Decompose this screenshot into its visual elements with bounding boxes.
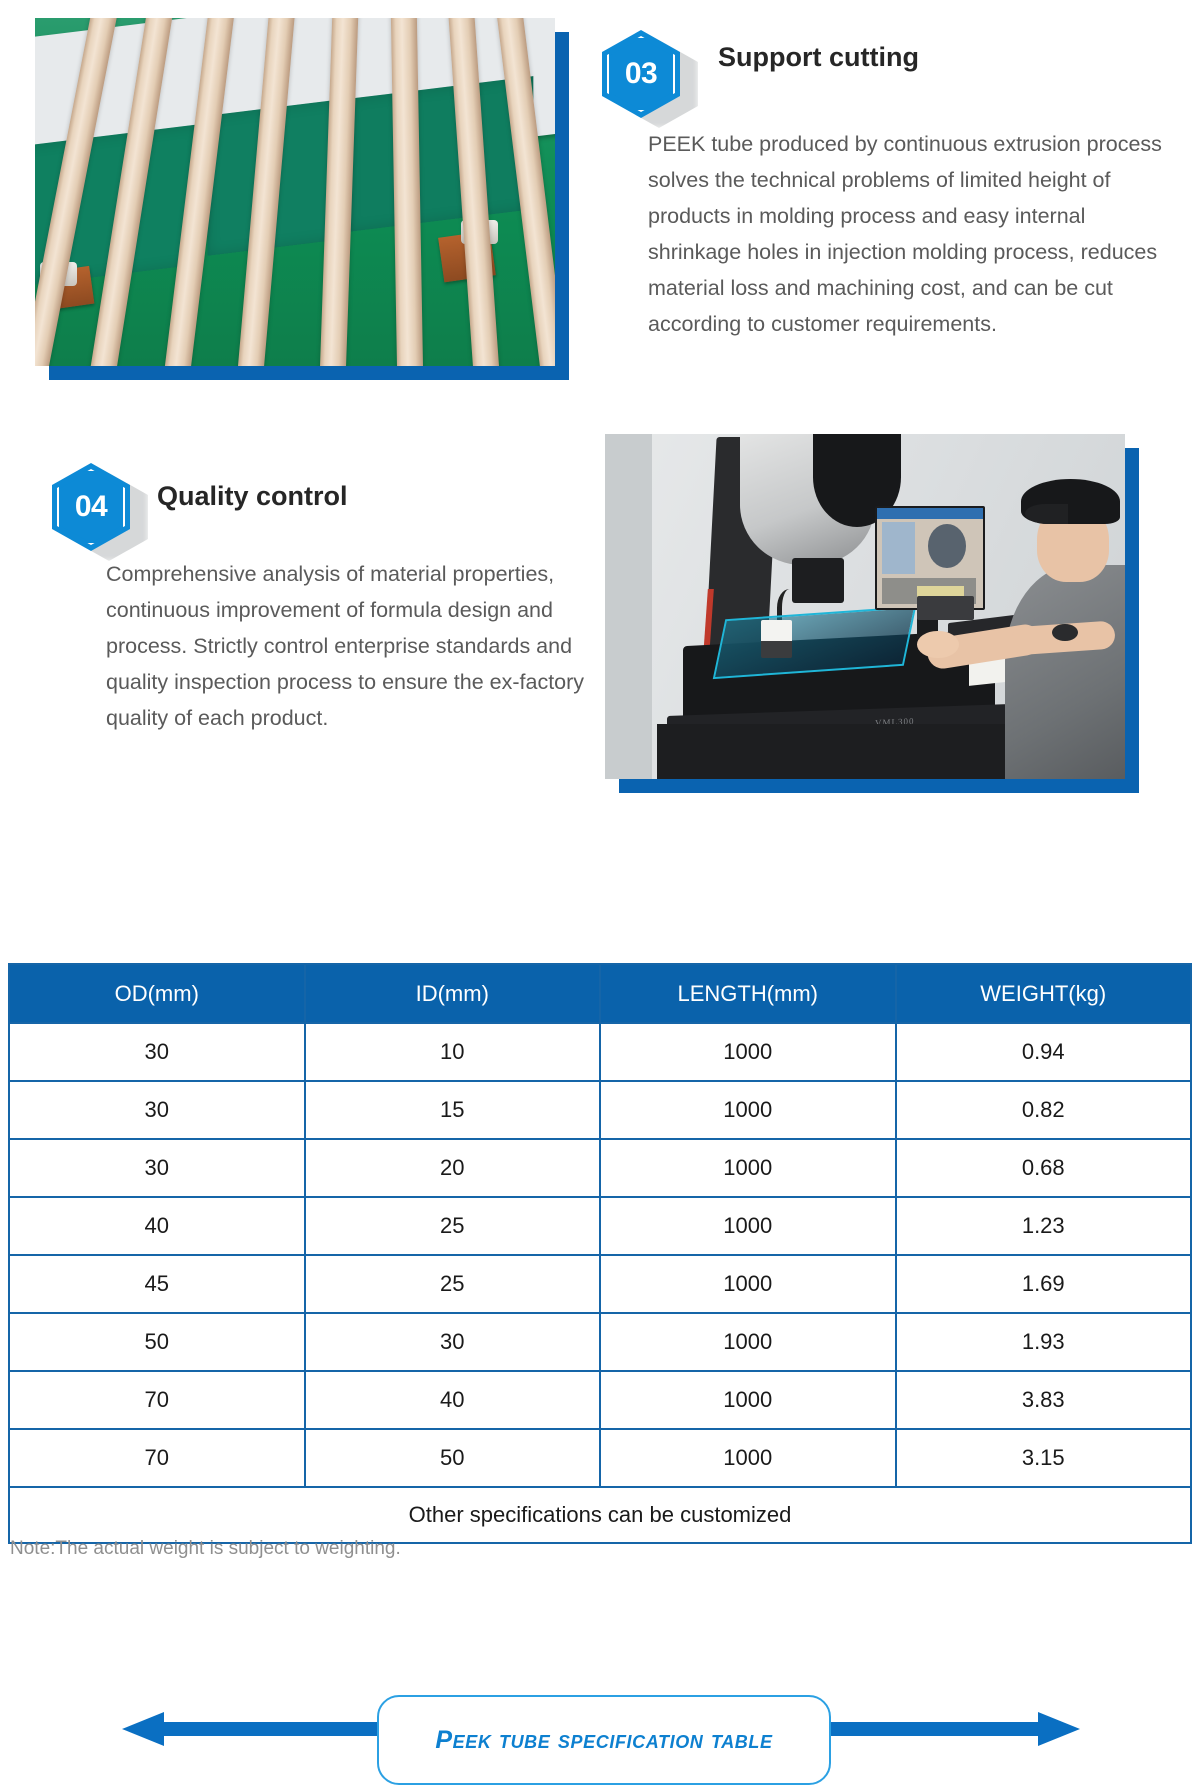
cell-id: 40 (303, 1370, 601, 1430)
spec-table-body: 30 10 1000 0.94 30 15 1000 0.82 30 20 10… (8, 1022, 1192, 1544)
cell-length: 1000 (599, 1370, 897, 1430)
column-header-id: ID(mm) (303, 963, 601, 1024)
cell-length: 1000 (599, 1254, 897, 1314)
hexagon-inner-fill (609, 38, 673, 110)
weight-note: Note:The actual weight is subject to wei… (10, 1538, 401, 1559)
section-badge-03: 03 (602, 30, 698, 128)
cell-od: 30 (8, 1080, 306, 1140)
photo-tubes (35, 18, 555, 366)
cell-od: 30 (8, 1022, 306, 1082)
cell-weight: 1.69 (894, 1254, 1192, 1314)
cell-od: 40 (8, 1196, 306, 1256)
arrow-left-icon (122, 1712, 164, 1746)
hexagon-inner-outline (57, 469, 125, 545)
hexagon-badge: 03 (602, 30, 680, 118)
cell-id: 50 (303, 1428, 601, 1488)
badge-number: 03 (624, 57, 658, 90)
cell-od: 70 (8, 1428, 306, 1488)
technician-body (1005, 565, 1125, 779)
table-row: 40 25 1000 1.23 (8, 1196, 1192, 1256)
cell-weight: 3.83 (894, 1370, 1192, 1430)
cell-od: 45 (8, 1254, 306, 1314)
cell-od: 50 (8, 1312, 306, 1372)
cell-length: 1000 (599, 1196, 897, 1256)
table-footer-row: Other specifications can be customized (8, 1486, 1192, 1544)
column-header-weight: WEIGHT(kg) (894, 963, 1192, 1024)
table-row: 50 30 1000 1.93 (8, 1312, 1192, 1372)
cell-id: 25 (303, 1196, 601, 1256)
cell-length: 1000 (599, 1428, 897, 1488)
cell-id: 10 (303, 1022, 601, 1082)
cell-id: 30 (303, 1312, 601, 1372)
table-row: 30 15 1000 0.82 (8, 1080, 1192, 1140)
section-body-03: PEEK tube produced by continuous extrusi… (648, 132, 1162, 336)
banner-title-box: Peek tube specification table (377, 1695, 831, 1785)
cell-weight: 1.93 (894, 1312, 1192, 1372)
hexagon-inner-outline (607, 36, 675, 112)
badge-number: 04 (74, 490, 108, 523)
photo-frame-tubes (35, 18, 569, 380)
photo-inspection: VML300 (605, 434, 1125, 779)
computer-monitor (875, 506, 985, 610)
cell-id: 15 (303, 1080, 601, 1140)
cell-length: 1000 (599, 1138, 897, 1198)
banner-title: Peek tube specification table (435, 1725, 773, 1754)
cell-weight: 0.94 (894, 1022, 1192, 1082)
technician-hand (917, 630, 959, 659)
spec-table-banner: Peek tube specification table (0, 846, 1200, 1785)
cell-length: 1000 (599, 1022, 897, 1082)
column-header-od: OD(mm) (8, 963, 306, 1024)
measuring-machine-optics (792, 558, 845, 604)
section-badge-04: 04 (52, 463, 148, 561)
cell-weight: 0.68 (894, 1138, 1192, 1198)
table-row: 30 10 1000 0.94 (8, 1022, 1192, 1082)
table-row: 70 50 1000 3.15 (8, 1428, 1192, 1488)
cell-length: 1000 (599, 1312, 897, 1372)
spec-table-head: OD(mm) ID(mm) LENGTH(mm) WEIGHT(kg) (8, 963, 1192, 1024)
software-toolbar (877, 508, 983, 520)
table-header-row: OD(mm) ID(mm) LENGTH(mm) WEIGHT(kg) (8, 963, 1192, 1024)
green-mat (347, 75, 534, 232)
cell-od: 30 (8, 1138, 306, 1198)
photo-frame-inspection: VML300 (605, 434, 1139, 793)
section-body-04: Comprehensive analysis of material prope… (106, 562, 585, 730)
table-footer-note: Other specifications can be customized (8, 1486, 1192, 1544)
column-header-length: LENGTH(mm) (599, 963, 897, 1024)
software-panel (881, 522, 916, 575)
spec-table: OD(mm) ID(mm) LENGTH(mm) WEIGHT(kg) 30 1… (8, 963, 1192, 1544)
cell-weight: 1.23 (894, 1196, 1192, 1256)
table-row: 45 25 1000 1.69 (8, 1254, 1192, 1314)
measured-part-image (927, 524, 966, 569)
control-box (917, 596, 975, 621)
monitor-screen (877, 508, 983, 608)
computer-mouse (1052, 623, 1079, 641)
section-title-03: Support cutting (718, 42, 919, 72)
cell-od: 70 (8, 1370, 306, 1430)
lab-wall-column (605, 434, 652, 779)
cell-length: 1000 (599, 1080, 897, 1140)
cable-coil (776, 589, 803, 638)
arrow-right-icon (1038, 1712, 1080, 1746)
cell-weight: 0.82 (894, 1080, 1192, 1140)
cell-id: 20 (303, 1138, 601, 1198)
cell-id: 25 (303, 1254, 601, 1314)
cell-weight: 3.15 (894, 1428, 1192, 1488)
table-row: 30 20 1000 0.68 (8, 1138, 1192, 1198)
peek-sample-part (761, 620, 793, 659)
table-row: 70 40 1000 3.83 (8, 1370, 1192, 1430)
section-title-04: Quality control (157, 481, 348, 511)
technician-cap (1021, 478, 1120, 524)
